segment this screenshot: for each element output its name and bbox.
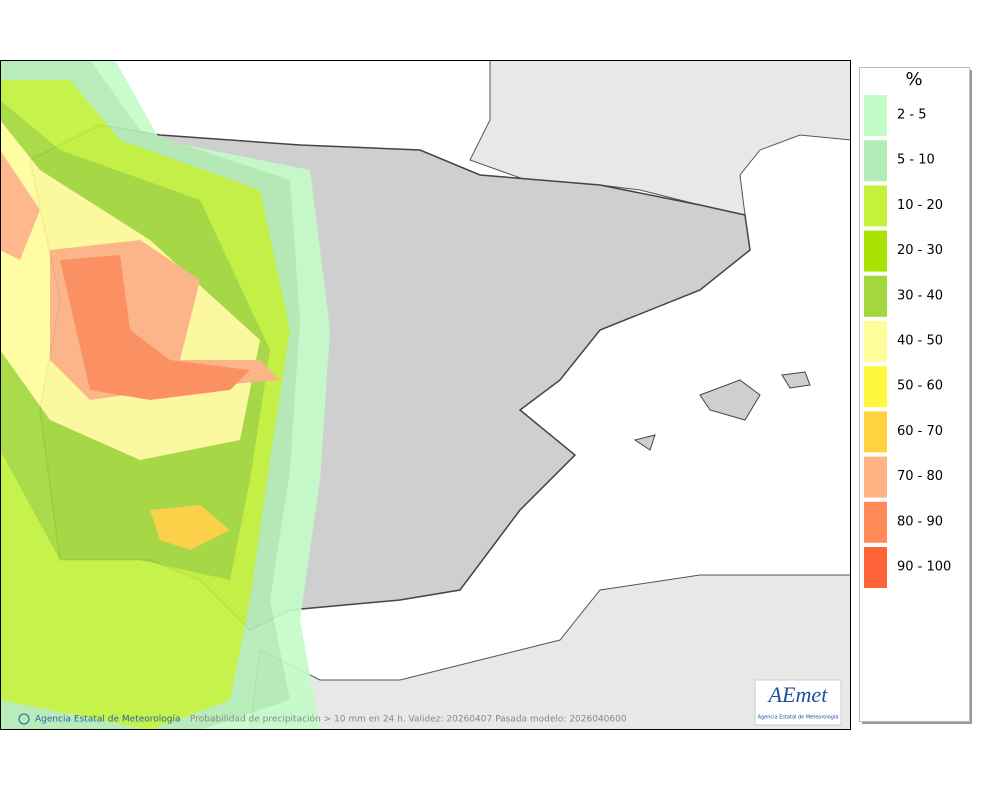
legend-swatch (864, 95, 887, 136)
legend-label: 5 - 10 (897, 153, 935, 168)
legend-label: 50 - 60 (897, 379, 943, 394)
legend-swatch (864, 321, 887, 362)
legend-swatch (864, 411, 887, 453)
legend: 2 - 5 5 - 10 10 - 20 20 - 30 30 - 40 40 - 50 5… (864, 95, 951, 588)
legend-unit: % (905, 69, 922, 90)
legend-swatch (864, 140, 887, 182)
legend-swatch (864, 275, 887, 317)
legend-label: 80 - 90 (897, 514, 943, 529)
legend-label: 90 - 100 (897, 560, 951, 575)
legend-label: 70 - 80 (897, 469, 943, 484)
logo-subtitle: Agencia Estatal de Meteorología (758, 714, 839, 721)
legend-label: 30 - 40 (897, 288, 943, 303)
legend-label: 20 - 30 (897, 243, 943, 258)
legend-swatch (864, 366, 887, 408)
map-frame (0, 60, 851, 730)
map: Agencia Estatal de Meteorología Probabil… (0, 60, 851, 730)
map-caption: Probabilidad de precipitación > 10 mm en… (190, 714, 627, 725)
legend-swatch (864, 456, 887, 498)
legend-label: 60 - 70 (897, 424, 943, 439)
logo: AEmet (767, 682, 829, 707)
legend-swatch (864, 547, 887, 588)
legend-swatch (864, 185, 887, 227)
balearic-islands (633, 371, 811, 451)
legend-swatch (864, 230, 887, 272)
logo-box (754, 679, 842, 726)
agency-credit: Agencia Estatal de Meteorología (35, 715, 181, 725)
precipitation-field (0, 60, 330, 730)
legend-label: 40 - 50 (897, 334, 943, 349)
copyright-icon (18, 713, 30, 725)
legend-label: 10 - 20 (897, 198, 943, 213)
legend-label: 2 - 5 (897, 108, 927, 123)
legend-swatch (864, 501, 887, 543)
